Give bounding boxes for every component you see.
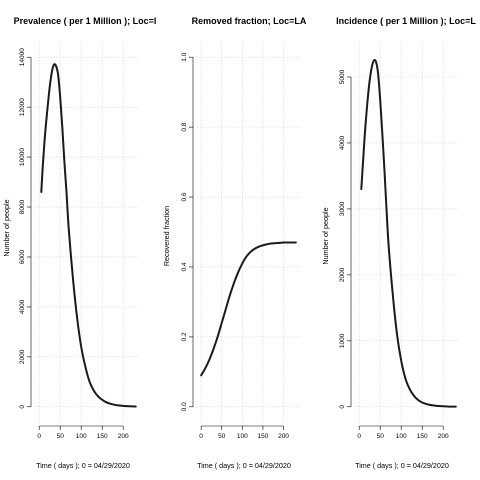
panel-prevalence: Prevalence ( per 1 Million ); Loc=l Numb… — [2, 16, 156, 470]
panel-prevalence-ylabel: Number of people — [2, 199, 11, 256]
removed-y-tick-label: 0.8 — [181, 122, 188, 131]
prevalence-x-tick-label: 150 — [97, 433, 108, 440]
prevalence-x-tick-label: 0 — [37, 433, 41, 440]
incidence-y-tick-label: 4000 — [339, 135, 346, 150]
prevalence-x-tick-label: 50 — [57, 433, 65, 440]
removed-x-tick-label: 50 — [218, 433, 226, 440]
prevalence-x-tick-label: 200 — [118, 433, 129, 440]
removed-x-tick-label: 200 — [278, 433, 289, 440]
incidence-x-tick-label: 200 — [438, 433, 449, 440]
removed-y-tick-label: 0.4 — [181, 262, 188, 271]
removed-y-tick-label: 1.0 — [181, 52, 188, 61]
panel-prevalence-plot: 0 50 100 150 2000200040006000800010000120001… — [19, 42, 140, 440]
removed-y-tick-label: 0.2 — [181, 332, 188, 341]
panel-prevalence-title: Prevalence ( per 1 Million ); Loc=l — [14, 16, 157, 26]
incidence-y-tick-label: 1000 — [339, 333, 346, 348]
incidence-y-tick-label: 2000 — [339, 267, 346, 282]
removed-series-line — [200, 241, 297, 377]
removed-y-tick-label: 0.0 — [181, 402, 188, 411]
panel-removed-ylabel: Recovered fraction — [162, 206, 171, 266]
prevalence-x-tick-label: 100 — [76, 433, 87, 440]
prevalence-y-tick-label: 2000 — [19, 349, 26, 364]
removed-x-tick-label: 100 — [237, 433, 248, 440]
incidence-x-tick-label: 50 — [377, 433, 385, 440]
prevalence-y-tick-label: 8000 — [19, 199, 26, 214]
panel-incidence-xlabel: Time ( days ); 0 = 04/29/2020 — [355, 461, 449, 470]
removed-x-tick-label: 150 — [257, 433, 268, 440]
prevalence-y-tick-label: 6000 — [19, 249, 26, 264]
incidence-y-tick-label: 5000 — [339, 69, 346, 84]
prevalence-y-tick-label: 0 — [19, 405, 26, 409]
prevalence-y-tick-label: 14000 — [19, 48, 26, 66]
incidence-x-tick-label: 100 — [396, 433, 407, 440]
panel-incidence: Incidence ( per 1 Million ); Loc=L Numbe… — [321, 16, 476, 470]
panel-prevalence-xlabel: Time ( days ); 0 = 04/29/2020 — [36, 461, 130, 470]
panel-incidence-ylabel: Number of people — [321, 207, 330, 264]
panel-removed-xlabel: Time ( days ); 0 = 04/29/2020 — [197, 461, 291, 470]
panel-removed-title: Removed fraction; Loc=LA — [192, 16, 307, 26]
incidence-x-tick-label: 150 — [417, 433, 428, 440]
incidence-series-line — [360, 58, 457, 408]
incidence-y-tick-label: 0 — [339, 405, 346, 409]
removed-x-tick-label: 0 — [199, 433, 203, 440]
panel-removed-plot: 0 50 100 150 200 0.0 0.2 0.4 0.6 0.8 1.0 — [181, 42, 300, 440]
prevalence-y-tick-label: 4000 — [19, 299, 26, 314]
panel-incidence-title: Incidence ( per 1 Million ); Loc=L — [336, 16, 476, 26]
panel-removed: Removed fraction; Loc=LA Recovered fract… — [162, 16, 307, 470]
incidence-x-tick-label: 0 — [357, 433, 361, 440]
prevalence-y-tick-label: 12000 — [19, 98, 26, 116]
prevalence-y-tick-label: 10000 — [19, 148, 26, 166]
prevalence-series-line — [40, 63, 137, 408]
removed-y-tick-label: 0.6 — [181, 192, 188, 201]
incidence-y-tick-label: 3000 — [339, 201, 346, 216]
